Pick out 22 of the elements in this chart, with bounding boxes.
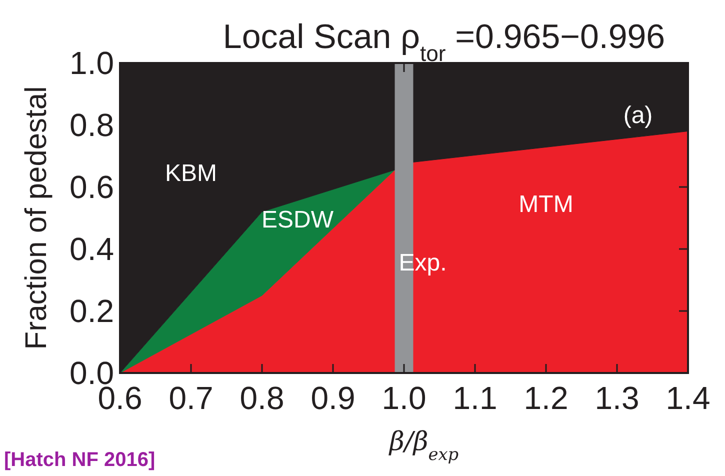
- x-tick-label: 1.2: [524, 380, 568, 416]
- y-axis-title: Fraction of pedestal: [20, 86, 53, 350]
- x-tick-label: 1.3: [594, 380, 640, 416]
- annotation: (a): [623, 102, 653, 129]
- text: [Hatch NF 2016]: [4, 449, 156, 471]
- y-tick-label: 0.6: [70, 169, 114, 205]
- x-tick-label: 0.8: [240, 380, 284, 416]
- series-label: KBM: [164, 160, 218, 187]
- y-tick-label: 0.8: [70, 107, 114, 143]
- y-tick-label: 0.4: [70, 231, 114, 267]
- x-tick-label: 0.7: [168, 380, 214, 416]
- x-axis-title: β/β$_{exp}$: [388, 427, 459, 464]
- y-tick-label: 0.2: [70, 293, 114, 329]
- y-tick-label: 1.0: [70, 45, 114, 81]
- x-tick-label: 1.0: [382, 380, 426, 416]
- series-label: ESDW: [262, 206, 334, 234]
- band-label: Exp.: [398, 250, 447, 277]
- chart-title: Local Scan ρ$_{tor}$ =0.965−0.996: [222, 18, 666, 66]
- x-tick-label: 1.4: [666, 380, 710, 416]
- series-label: MTM: [518, 190, 574, 218]
- x-tick-label: 1.1: [452, 380, 498, 416]
- x-tick-label: 0.9: [310, 380, 356, 416]
